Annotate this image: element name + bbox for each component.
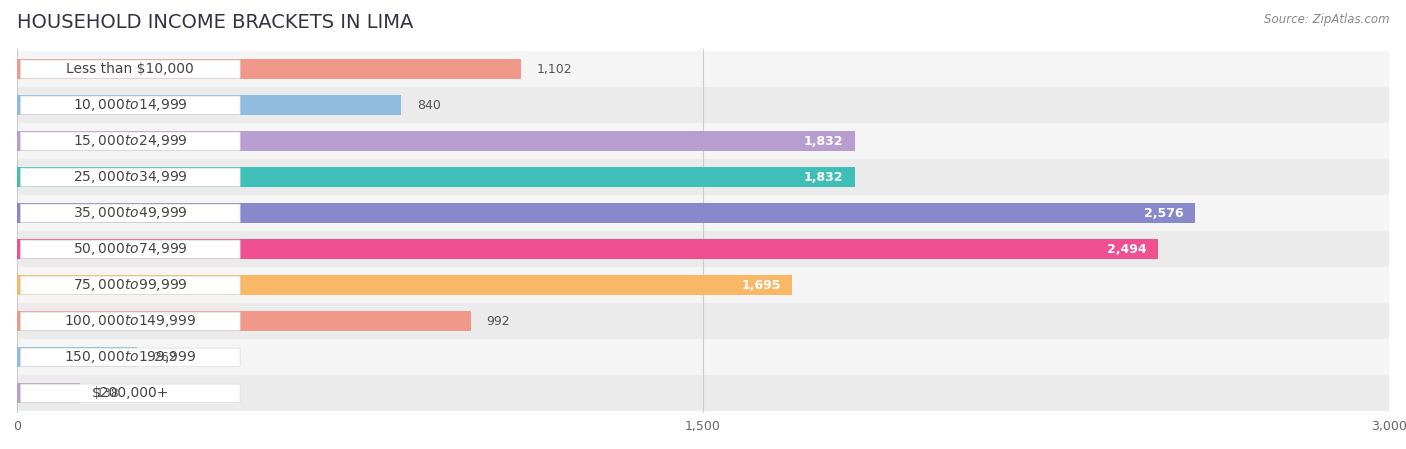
Bar xyxy=(17,383,80,403)
Bar xyxy=(17,131,855,151)
Text: $150,000 to $199,999: $150,000 to $199,999 xyxy=(65,349,197,365)
Bar xyxy=(17,195,1389,231)
FancyBboxPatch shape xyxy=(21,96,240,114)
Bar xyxy=(17,95,401,115)
FancyBboxPatch shape xyxy=(21,348,240,366)
FancyBboxPatch shape xyxy=(21,204,240,222)
Bar xyxy=(17,123,1389,159)
Bar xyxy=(17,203,1195,223)
Text: 138: 138 xyxy=(96,387,120,400)
Text: 1,832: 1,832 xyxy=(804,135,844,148)
Text: 2,576: 2,576 xyxy=(1144,207,1184,220)
Bar xyxy=(17,275,792,295)
Text: 840: 840 xyxy=(418,99,441,112)
Bar xyxy=(17,339,1389,375)
Text: $25,000 to $34,999: $25,000 to $34,999 xyxy=(73,169,187,185)
Text: 1,832: 1,832 xyxy=(804,171,844,184)
Text: $15,000 to $24,999: $15,000 to $24,999 xyxy=(73,133,187,149)
Bar xyxy=(17,267,1389,303)
Bar xyxy=(17,239,1157,259)
Bar xyxy=(17,167,855,187)
Text: HOUSEHOLD INCOME BRACKETS IN LIMA: HOUSEHOLD INCOME BRACKETS IN LIMA xyxy=(17,13,413,32)
Bar xyxy=(17,59,522,79)
Bar xyxy=(17,303,1389,339)
Text: 262: 262 xyxy=(153,351,176,364)
Bar xyxy=(17,375,1389,411)
Text: $50,000 to $74,999: $50,000 to $74,999 xyxy=(73,241,187,257)
Bar xyxy=(17,87,1389,123)
FancyBboxPatch shape xyxy=(21,132,240,150)
Text: $75,000 to $99,999: $75,000 to $99,999 xyxy=(73,277,187,293)
Bar xyxy=(17,231,1389,267)
Bar xyxy=(17,51,1389,87)
Text: $35,000 to $49,999: $35,000 to $49,999 xyxy=(73,205,187,221)
FancyBboxPatch shape xyxy=(21,276,240,295)
Bar xyxy=(17,311,471,331)
Text: $10,000 to $14,999: $10,000 to $14,999 xyxy=(73,97,187,113)
Text: $200,000+: $200,000+ xyxy=(91,386,169,400)
Text: 992: 992 xyxy=(486,315,510,328)
Text: Less than $10,000: Less than $10,000 xyxy=(66,62,194,76)
Text: Source: ZipAtlas.com: Source: ZipAtlas.com xyxy=(1264,13,1389,26)
Bar xyxy=(17,159,1389,195)
FancyBboxPatch shape xyxy=(21,312,240,330)
FancyBboxPatch shape xyxy=(21,240,240,258)
Text: 2,494: 2,494 xyxy=(1107,243,1146,256)
Text: 1,695: 1,695 xyxy=(741,279,780,292)
FancyBboxPatch shape xyxy=(21,168,240,186)
Text: $100,000 to $149,999: $100,000 to $149,999 xyxy=(65,313,197,329)
FancyBboxPatch shape xyxy=(21,60,240,78)
FancyBboxPatch shape xyxy=(21,384,240,402)
Bar xyxy=(17,348,136,367)
Text: 1,102: 1,102 xyxy=(537,63,572,76)
